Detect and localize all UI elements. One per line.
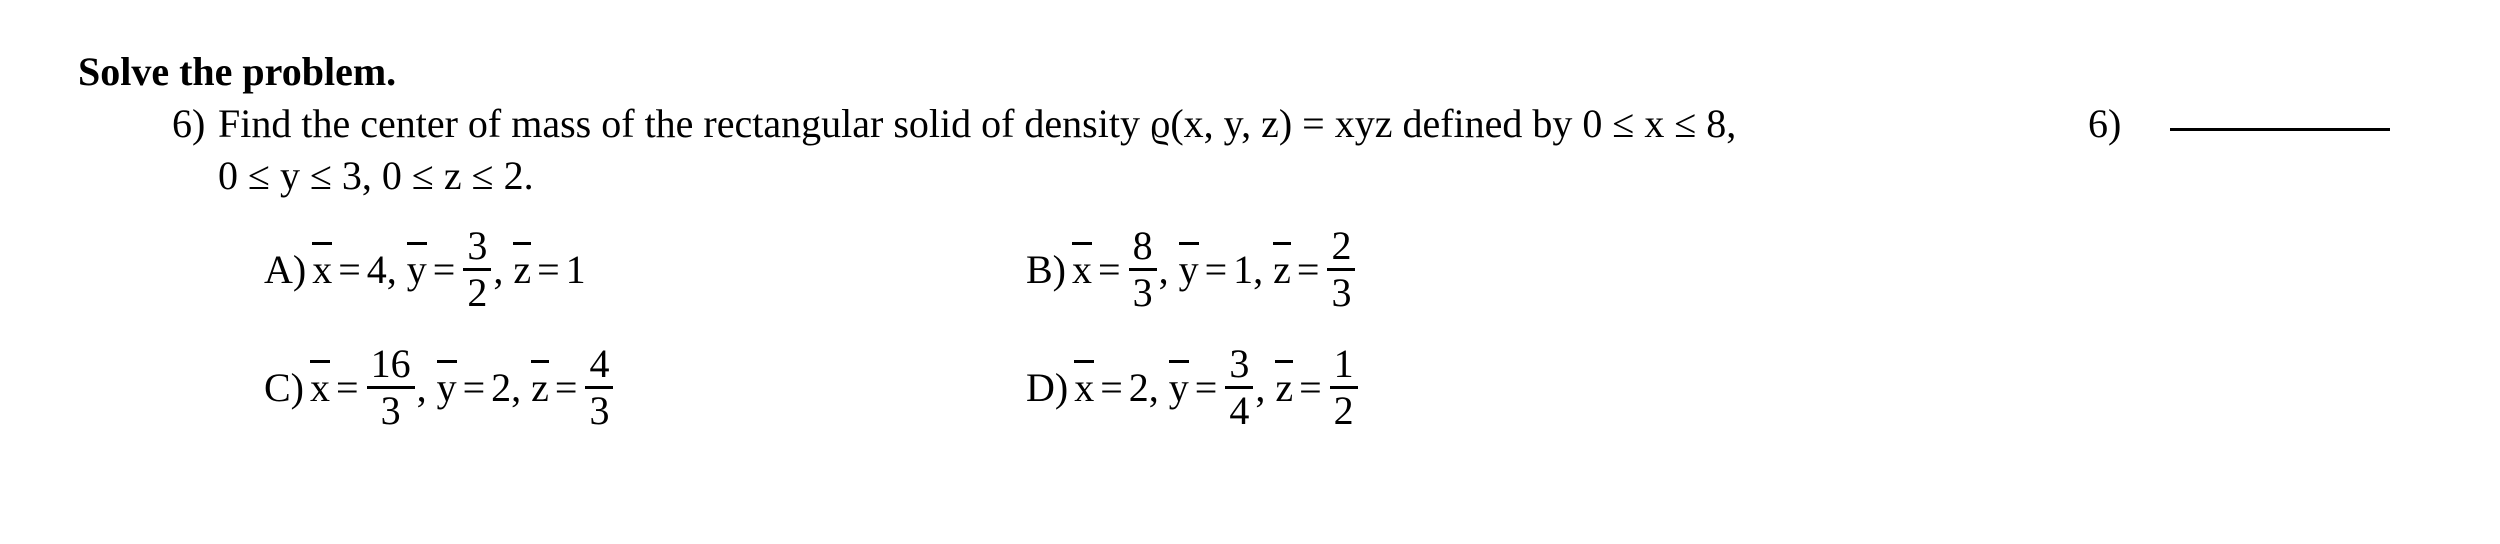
xbar-icon: x bbox=[312, 246, 332, 293]
option-c-z-num: 4 bbox=[585, 344, 613, 389]
zbar-icon: z bbox=[1273, 246, 1291, 293]
equals-icon: = bbox=[1299, 364, 1322, 411]
question-suffix: defined by 0 ≤ x ≤ 8, bbox=[1392, 101, 1736, 146]
option-c-z-frac: 4 3 bbox=[585, 344, 613, 431]
question-prefix: Find the center of mass of the rectangul… bbox=[218, 101, 1150, 146]
option-c-y: 2 bbox=[491, 364, 511, 411]
option-d-y-den: 4 bbox=[1225, 389, 1253, 431]
equals-icon: = bbox=[555, 364, 578, 411]
equals-icon: = bbox=[1098, 246, 1121, 293]
option-a-x: 4 bbox=[367, 246, 387, 293]
ybar-icon: y bbox=[407, 246, 427, 293]
comma-icon: , bbox=[1159, 246, 1169, 293]
question-text-line2: 0 ≤ y ≤ 3, 0 ≤ z ≤ 2. bbox=[218, 152, 534, 199]
option-d-label: D) bbox=[1026, 364, 1068, 411]
option-b-label: B) bbox=[1026, 246, 1066, 293]
option-c-label: C) bbox=[264, 364, 304, 411]
option-a-y-frac: 3 2 bbox=[463, 226, 491, 313]
equals-icon: = bbox=[336, 364, 359, 411]
option-a[interactable]: A) x = 4, y = 3 2 , z = 1 bbox=[264, 224, 586, 314]
option-d-z-num: 1 bbox=[1330, 344, 1358, 389]
option-d-z-frac: 1 2 bbox=[1330, 344, 1358, 431]
equals-icon: = bbox=[433, 246, 456, 293]
comma-icon: , bbox=[1253, 246, 1263, 293]
comma-icon: , bbox=[1149, 364, 1159, 411]
option-b[interactable]: B) x = 8 3 , y = 1, z = 2 3 bbox=[1026, 224, 1357, 314]
option-c-z-den: 3 bbox=[585, 389, 613, 431]
comma-icon: , bbox=[493, 246, 503, 293]
section-heading: Solve the problem. bbox=[78, 48, 396, 95]
zbar-icon: z bbox=[513, 246, 531, 293]
option-d-y-num: 3 bbox=[1225, 344, 1253, 389]
option-b-y: 1 bbox=[1233, 246, 1253, 293]
option-b-x-frac: 8 3 bbox=[1129, 226, 1157, 313]
option-c-x-frac: 16 3 bbox=[367, 344, 415, 431]
option-b-z-num: 2 bbox=[1327, 226, 1355, 271]
option-d-x: 2 bbox=[1129, 364, 1149, 411]
equals-icon: = bbox=[1195, 364, 1218, 411]
answer-blank[interactable] bbox=[2170, 128, 2390, 131]
option-b-z-den: 3 bbox=[1327, 271, 1355, 313]
comma-icon: , bbox=[1255, 364, 1265, 411]
option-a-label: A) bbox=[264, 246, 306, 293]
option-b-x-den: 3 bbox=[1129, 271, 1157, 313]
equals-icon: = bbox=[537, 246, 560, 293]
option-c-x-den: 3 bbox=[377, 389, 405, 431]
zbar-icon: z bbox=[531, 364, 549, 411]
page: Solve the problem. 6) Find the center of… bbox=[0, 0, 2500, 544]
option-a-y-num: 3 bbox=[463, 226, 491, 271]
option-b-z-frac: 2 3 bbox=[1327, 226, 1355, 313]
xbar-icon: x bbox=[1072, 246, 1092, 293]
option-a-y-den: 2 bbox=[463, 271, 491, 313]
ybar-icon: y bbox=[437, 364, 457, 411]
option-a-z: 1 bbox=[566, 246, 586, 293]
comma-icon: , bbox=[511, 364, 521, 411]
density-symbol: ϱ bbox=[1150, 101, 1170, 146]
equals-icon: = bbox=[1100, 364, 1123, 411]
side-question-number: 6) bbox=[2088, 100, 2121, 147]
density-args: (x, y, z) = xyz bbox=[1170, 101, 1392, 146]
comma-icon: , bbox=[387, 246, 397, 293]
zbar-icon: z bbox=[1275, 364, 1293, 411]
ybar-icon: y bbox=[1179, 246, 1199, 293]
equals-icon: = bbox=[1297, 246, 1320, 293]
equals-icon: = bbox=[1205, 246, 1228, 293]
option-c-x-num: 16 bbox=[367, 344, 415, 389]
equals-icon: = bbox=[463, 364, 486, 411]
ybar-icon: y bbox=[1169, 364, 1189, 411]
option-d[interactable]: D) x = 2, y = 3 4 , z = 1 2 bbox=[1026, 342, 1360, 432]
comma-icon: , bbox=[417, 364, 427, 411]
option-d-z-den: 2 bbox=[1330, 389, 1358, 431]
xbar-icon: x bbox=[1074, 364, 1094, 411]
equals-icon: = bbox=[338, 246, 361, 293]
question-number: 6) bbox=[172, 100, 205, 147]
option-d-y-frac: 3 4 bbox=[1225, 344, 1253, 431]
question-text-line1: Find the center of mass of the rectangul… bbox=[218, 100, 1736, 147]
option-b-x-num: 8 bbox=[1129, 226, 1157, 271]
xbar-icon: x bbox=[310, 364, 330, 411]
option-c[interactable]: C) x = 16 3 , y = 2, z = 4 3 bbox=[264, 342, 615, 432]
